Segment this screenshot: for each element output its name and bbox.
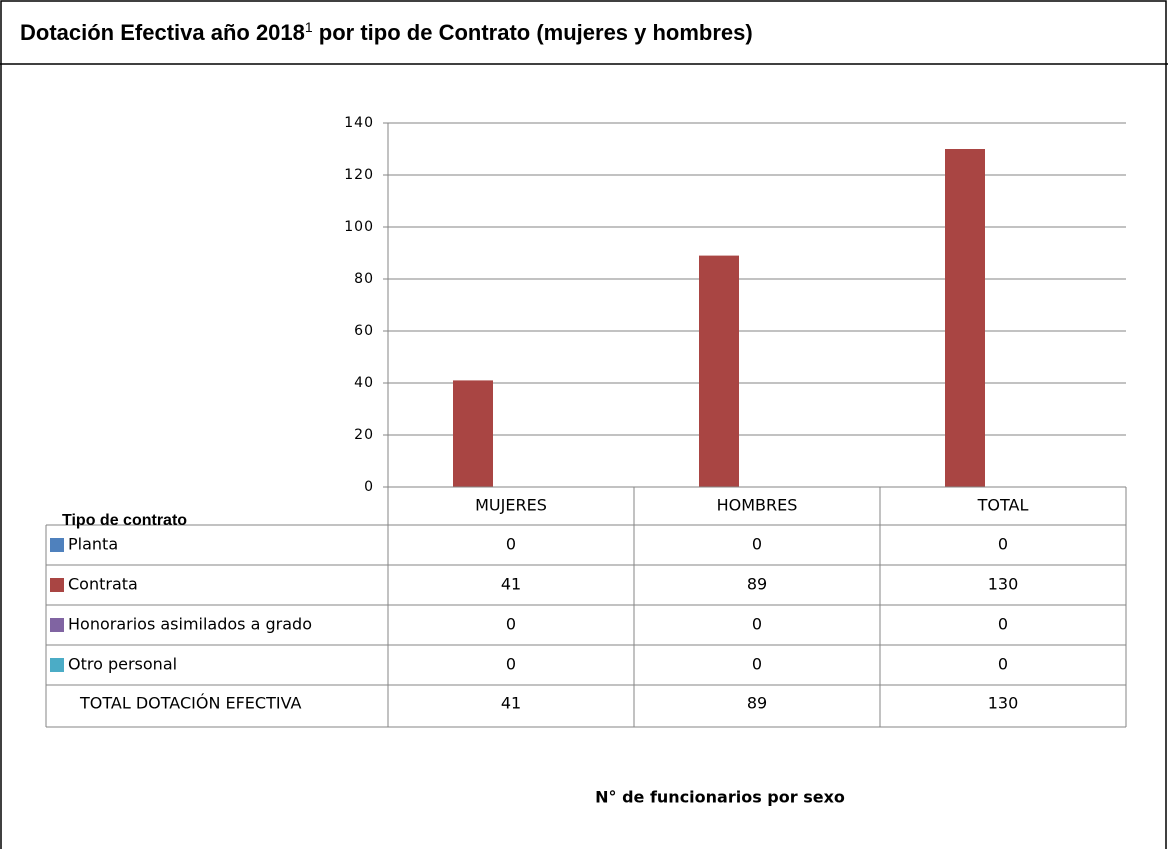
table-value: 0 — [752, 615, 762, 634]
y-tick-label: 20 — [354, 427, 374, 443]
table-value: 130 — [988, 694, 1019, 713]
legend-swatch — [50, 578, 64, 592]
y-tick-label: 80 — [354, 271, 374, 287]
x-tick-label: MUJERES — [475, 496, 547, 515]
bar — [945, 149, 985, 487]
table-value: 41 — [501, 694, 521, 713]
legend-label: Planta — [68, 535, 118, 554]
bar — [699, 255, 739, 487]
y-tick-label: 120 — [344, 167, 374, 183]
y-tick-label: 140 — [344, 115, 374, 131]
table-value: 89 — [747, 694, 767, 713]
x-tick-label: HOMBRES — [717, 496, 798, 515]
y-tick-label: 100 — [344, 219, 374, 235]
table-value: 0 — [998, 535, 1008, 554]
table-value: 0 — [998, 655, 1008, 674]
legend-swatch — [50, 618, 64, 632]
table-value: 0 — [506, 535, 516, 554]
legend-label: Otro personal — [68, 655, 177, 674]
legend-label: Honorarios asimilados a grado — [68, 615, 312, 634]
x-axis-label: N° de funcionarios por sexo — [595, 788, 845, 807]
table-value: 0 — [752, 655, 762, 674]
table-value: 41 — [501, 575, 521, 594]
legend-label: Contrata — [68, 575, 138, 594]
title-text: por tipo de Contrato (mujeres y hombres) — [313, 20, 753, 45]
title-text: Dotación Efectiva año 2018 — [20, 20, 305, 45]
y-tick-label: 0 — [364, 479, 374, 495]
y-tick-label: 60 — [354, 323, 374, 339]
table-value: 130 — [988, 575, 1019, 594]
x-tick-label: TOTAL — [977, 496, 1029, 515]
legend-swatch — [50, 658, 64, 672]
table-value: 0 — [998, 615, 1008, 634]
table-value: 0 — [752, 535, 762, 554]
legend-swatch — [50, 538, 64, 552]
total-label: TOTAL DOTACIÓN EFECTIVA — [79, 694, 302, 713]
table-value: 0 — [506, 615, 516, 634]
table-value: 89 — [747, 575, 767, 594]
y-tick-label: 40 — [354, 375, 374, 391]
title-footnote: 1 — [305, 19, 313, 35]
table-value: 0 — [506, 655, 516, 674]
chart-title: Dotación Efectiva año 20181 por tipo de … — [20, 19, 753, 45]
table-header: Tipo de contrato — [62, 512, 187, 529]
bar — [453, 380, 493, 487]
